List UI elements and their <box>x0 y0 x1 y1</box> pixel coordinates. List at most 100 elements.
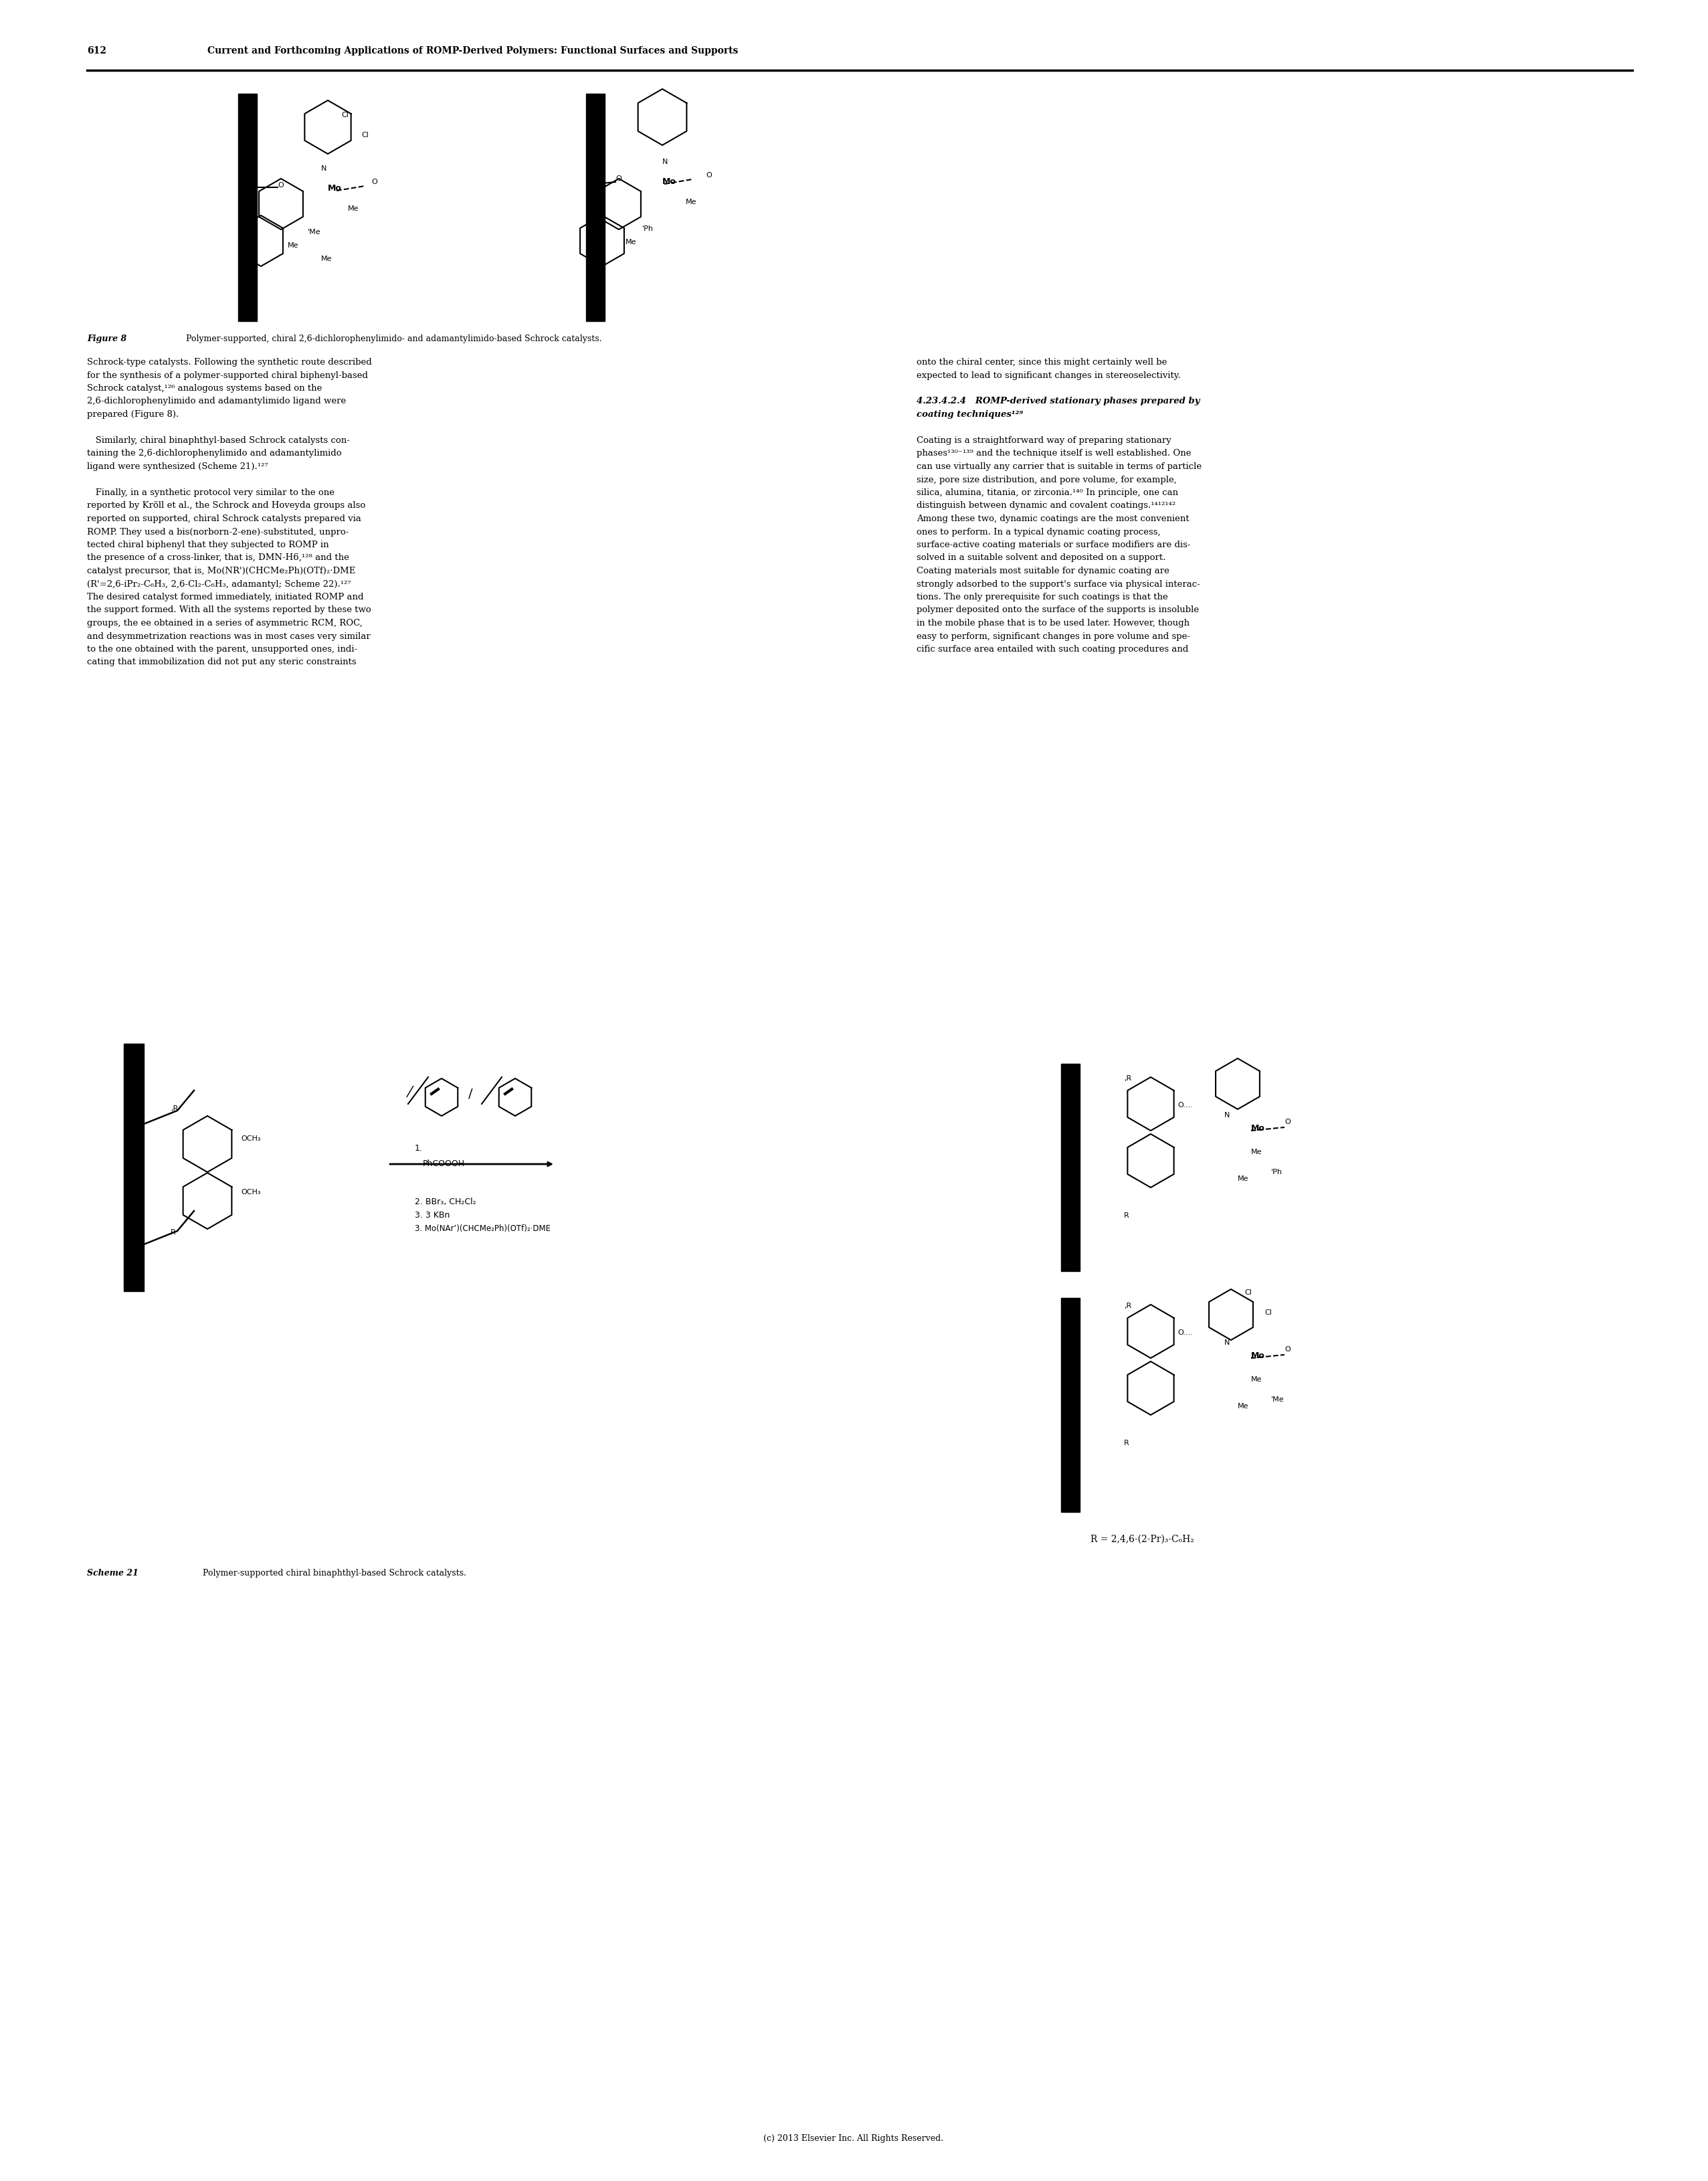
Text: Similarly, chiral binaphthyl-based Schrock catalysts con-: Similarly, chiral binaphthyl-based Schro… <box>87 436 350 445</box>
Text: 3. Mo(NAr’)(CHCMe₂Ph)(OTf)₂·DME: 3. Mo(NAr’)(CHCMe₂Ph)(OTf)₂·DME <box>415 1224 550 1232</box>
Text: Finally, in a synthetic protocol very similar to the one: Finally, in a synthetic protocol very si… <box>87 489 335 497</box>
Text: N: N <box>1225 1112 1230 1119</box>
Text: R: R <box>1124 1213 1129 1219</box>
Text: distinguish between dynamic and covalent coatings.¹⁴¹²¹⁴²: distinguish between dynamic and covalent… <box>917 502 1175 510</box>
Text: Coating is a straightforward way of preparing stationary: Coating is a straightforward way of prep… <box>917 436 1172 445</box>
Text: taining the 2,6-dichlorophenylimido and adamantylimido: taining the 2,6-dichlorophenylimido and … <box>87 449 342 458</box>
Text: Me: Me <box>625 240 637 246</box>
Text: Mo: Mo <box>1250 1123 1266 1132</box>
Text: surface-active coating materials or surface modifiers are dis-: surface-active coating materials or surf… <box>917 541 1190 550</box>
Text: ,R: ,R <box>1124 1302 1131 1309</box>
Text: Mo: Mo <box>663 177 676 185</box>
Text: Figure 8: Figure 8 <box>87 334 126 342</box>
Text: Me: Me <box>1238 1176 1249 1182</box>
Text: tions. The only prerequisite for such coatings is that the: tions. The only prerequisite for such co… <box>917 593 1168 602</box>
Text: ⁄: ⁄ <box>408 1086 410 1101</box>
Text: O: O <box>371 179 377 185</box>
Text: reported on supported, chiral Schrock catalysts prepared via: reported on supported, chiral Schrock ca… <box>87 515 360 523</box>
Text: ones to perform. In a typical dynamic coating process,: ones to perform. In a typical dynamic co… <box>917 528 1160 537</box>
Text: N: N <box>1225 1339 1230 1346</box>
Text: Mo: Mo <box>1250 1352 1266 1361</box>
Text: O: O <box>1284 1119 1290 1125</box>
Text: 2. BBr₃, CH₂Cl₂: 2. BBr₃, CH₂Cl₂ <box>415 1197 477 1206</box>
Text: Among these two, dynamic coatings are the most convenient: Among these two, dynamic coatings are th… <box>917 515 1189 523</box>
Text: 612: 612 <box>87 46 106 55</box>
Text: Me: Me <box>1238 1402 1249 1409</box>
Text: Cl: Cl <box>342 111 348 118</box>
Text: strongly adsorbed to the support's surface via physical interac-: strongly adsorbed to the support's surfa… <box>917 580 1201 589</box>
Text: Coating materials most suitable for dynamic coating are: Coating materials most suitable for dyna… <box>917 567 1170 576</box>
Text: 3. 3 KBn: 3. 3 KBn <box>415 1210 449 1219</box>
Text: O: O <box>1284 1346 1290 1352</box>
Text: Cl: Cl <box>362 131 369 137</box>
Text: OCH₃: OCH₃ <box>241 1189 261 1195</box>
Text: ,R: ,R <box>1124 1075 1131 1082</box>
Bar <box>237 94 256 321</box>
Text: 1.: 1. <box>415 1145 424 1154</box>
Bar <box>586 94 605 321</box>
Text: cating that immobilization did not put any steric constraints: cating that immobilization did not put a… <box>87 659 357 667</box>
Text: ligand were synthesized (Scheme 21).¹²⁷: ligand were synthesized (Scheme 21).¹²⁷ <box>87 462 268 471</box>
Text: Mo: Mo <box>328 183 342 192</box>
Text: easy to perform, significant changes in pore volume and spe-: easy to perform, significant changes in … <box>917 632 1190 641</box>
Text: Schrock catalyst,¹²⁶ analogous systems based on the: Schrock catalyst,¹²⁶ analogous systems b… <box>87 384 323 393</box>
Text: catalyst precursor, that is, Mo(NR')(CHCMe₂Ph)(OTf)₂·DME: catalyst precursor, that is, Mo(NR')(CHC… <box>87 567 355 576</box>
Text: 'Ph: 'Ph <box>642 225 654 231</box>
Text: onto the chiral center, since this might certainly well be: onto the chiral center, since this might… <box>917 358 1167 366</box>
Text: O: O <box>615 174 622 181</box>
Text: 4.23.4.2.4   ROMP-derived stationary phases prepared by: 4.23.4.2.4 ROMP-derived stationary phase… <box>917 397 1201 406</box>
Text: R: R <box>1124 1439 1129 1446</box>
Text: expected to lead to significant changes in stereoselectivity.: expected to lead to significant changes … <box>917 371 1180 379</box>
Text: /: / <box>468 1088 473 1099</box>
Text: and desymmetrization reactions was in most cases very similar: and desymmetrization reactions was in mo… <box>87 632 371 641</box>
Text: silica, alumina, titania, or zirconia.¹⁴⁰ In principle, one can: silica, alumina, titania, or zirconia.¹⁴… <box>917 489 1179 497</box>
Bar <box>1061 1298 1079 1511</box>
Text: 'Me: 'Me <box>1271 1396 1284 1402</box>
Text: coating techniques¹²⁹: coating techniques¹²⁹ <box>917 410 1023 419</box>
Text: the presence of a cross-linker, that is, DMN-H6,¹²⁸ and the: the presence of a cross-linker, that is,… <box>87 554 348 563</box>
Text: PhCOOOH: PhCOOOH <box>424 1160 465 1169</box>
Text: The desired catalyst formed immediately, initiated ROMP and: The desired catalyst formed immediately,… <box>87 593 364 602</box>
Text: Me: Me <box>685 198 697 205</box>
Text: ,R: ,R <box>171 1106 178 1112</box>
Bar <box>1061 1064 1079 1272</box>
Text: 2,6-dichlorophenylimido and adamantylimido ligand were: 2,6-dichlorophenylimido and adamantylimi… <box>87 397 347 406</box>
Text: tected chiral biphenyl that they subjected to ROMP in: tected chiral biphenyl that they subject… <box>87 541 330 550</box>
Text: N: N <box>663 159 668 166</box>
Text: Me: Me <box>1250 1376 1262 1383</box>
Text: Cl: Cl <box>1264 1309 1272 1315</box>
Text: (c) 2013 Elsevier Inc. All Rights Reserved.: (c) 2013 Elsevier Inc. All Rights Reserv… <box>763 2135 945 2144</box>
Text: Me: Me <box>287 242 299 249</box>
Text: Polymer-supported, chiral 2,6-dichlorophenylimido- and adamantylimido-based Schr: Polymer-supported, chiral 2,6-dichloroph… <box>181 334 601 342</box>
Bar <box>123 1045 143 1291</box>
Text: groups, the ee obtained in a series of asymmetric RCM, ROC,: groups, the ee obtained in a series of a… <box>87 619 362 628</box>
Text: Polymer-supported chiral binaphthyl-based Schrock catalysts.: Polymer-supported chiral binaphthyl-base… <box>198 1568 466 1577</box>
Text: O: O <box>705 172 712 179</box>
Text: can use virtually any carrier that is suitable in terms of particle: can use virtually any carrier that is su… <box>917 462 1202 471</box>
Text: Me: Me <box>321 255 331 262</box>
Text: the support formed. With all the systems reported by these two: the support formed. With all the systems… <box>87 606 371 615</box>
Text: size, pore size distribution, and pore volume, for example,: size, pore size distribution, and pore v… <box>917 475 1177 484</box>
Text: polymer deposited onto the surface of the supports is insoluble: polymer deposited onto the surface of th… <box>917 606 1199 615</box>
Text: N: N <box>321 166 326 172</box>
Text: O....: O.... <box>1177 1101 1192 1108</box>
Text: Scheme 21: Scheme 21 <box>87 1568 138 1577</box>
Text: Me: Me <box>1250 1149 1262 1156</box>
Text: Me: Me <box>348 205 359 212</box>
Text: Current and Forthcoming Applications of ROMP-Derived Polymers: Functional Surfac: Current and Forthcoming Applications of … <box>207 46 738 55</box>
Text: 'Ph: 'Ph <box>1271 1169 1283 1176</box>
Text: OCH₃: OCH₃ <box>241 1136 261 1143</box>
Text: (R'=2,6-iPr₂-C₆H₃, 2,6-Cl₂-C₆H₃, adamantyl; Scheme 22).¹²⁷: (R'=2,6-iPr₂-C₆H₃, 2,6-Cl₂-C₆H₃, adamant… <box>87 580 352 589</box>
Text: to the one obtained with the parent, unsupported ones, indi-: to the one obtained with the parent, uns… <box>87 646 357 654</box>
Text: O: O <box>278 181 284 190</box>
Text: Schrock-type catalysts. Following the synthetic route described: Schrock-type catalysts. Following the sy… <box>87 358 372 366</box>
Text: Cl: Cl <box>1245 1289 1252 1296</box>
Text: R = 2,4,6-(2-Pr)₃-C₆H₂: R = 2,4,6-(2-Pr)₃-C₆H₂ <box>1090 1535 1194 1544</box>
Text: ROMP. They used a bis(norborn-2-ene)-substituted, unpro-: ROMP. They used a bis(norborn-2-ene)-sub… <box>87 528 348 537</box>
Text: for the synthesis of a polymer-supported chiral biphenyl-based: for the synthesis of a polymer-supported… <box>87 371 367 379</box>
Text: in the mobile phase that is to be used later. However, though: in the mobile phase that is to be used l… <box>917 619 1189 628</box>
Text: prepared (Figure 8).: prepared (Figure 8). <box>87 410 179 419</box>
Text: reported by Kröll et al., the Schrock and Hoveyda groups also: reported by Kröll et al., the Schrock an… <box>87 502 366 510</box>
Text: O....: O.... <box>1177 1330 1192 1337</box>
Text: 'Me: 'Me <box>307 229 321 236</box>
